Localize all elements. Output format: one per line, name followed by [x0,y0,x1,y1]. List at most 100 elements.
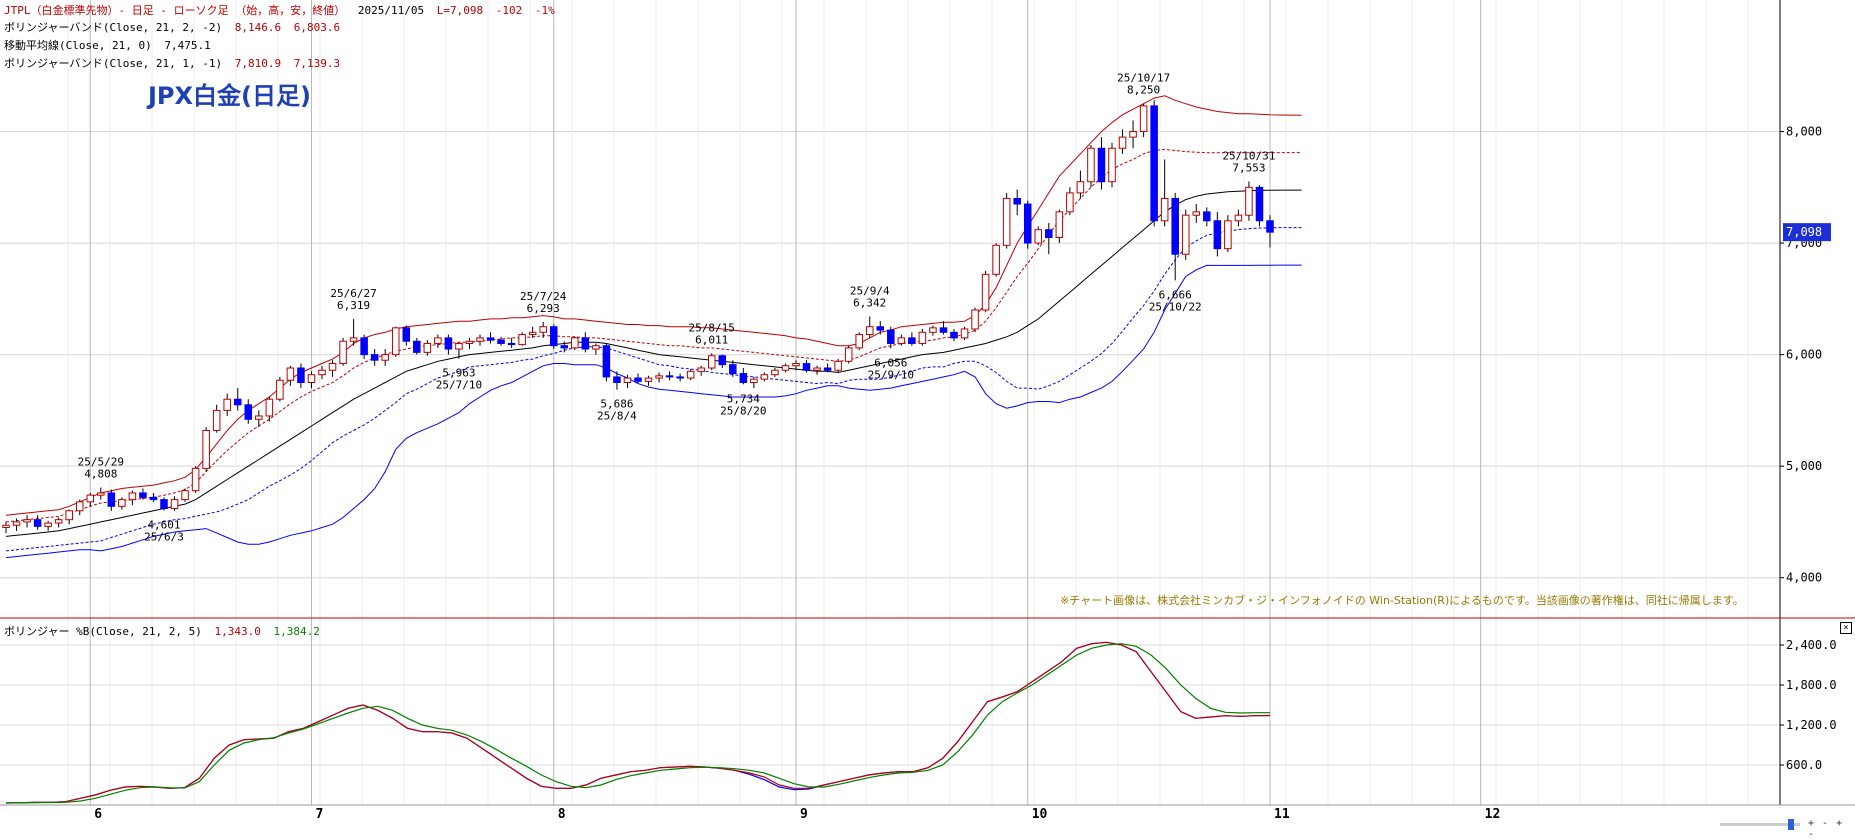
band2-upper-value: 8,146.6 [234,21,282,34]
candle-down [1213,220,1222,250]
candle-up [307,374,316,384]
candle-up [318,369,326,376]
candle-down [613,376,621,383]
annotation-value: 5,963 [442,367,475,380]
candle-up [1139,105,1148,133]
annotation-value: 4,808 [84,468,117,481]
annotation-date: 25/7/10 [436,379,482,392]
candle-down [581,337,590,350]
candle-up [1055,211,1064,239]
candle-up [528,331,537,336]
header-date: 2025/11/05 [357,4,425,17]
candle-down [908,337,916,344]
header-change: -102 [495,4,523,17]
last-price-tag [1783,223,1831,242]
candle-up [1087,147,1095,183]
candle-up [455,342,463,350]
candle-down [1045,229,1053,238]
candle-down [486,337,495,341]
candle-down [939,327,948,333]
band1-upper-line [5,148,1302,523]
candle-up [328,363,337,371]
annotation-value: 6,666 [1159,288,1192,301]
candle-down [507,342,516,346]
copyright-note: ※チャート画像は、株式会社ミンカブ・ジ・インフォノイドの Win-Station… [1060,594,1744,607]
candle-up [202,429,210,469]
band2-legend: ボリンジャーバンド(Close, 21, 2, -2) [4,21,223,34]
candle-down [887,329,895,344]
candle-up [981,273,990,311]
scrollbar[interactable]: + - + - [1720,818,1855,840]
candle-down [413,340,421,353]
candle-down [297,367,305,383]
candle-up [286,367,295,381]
candle-up [1129,131,1137,138]
candle-down [1013,197,1021,205]
indicator-tick-label: 1,200.0 [1786,718,1837,732]
candle-up [44,522,52,527]
month-label: 9 [800,807,808,822]
annotation-value: 5,686 [600,398,633,411]
candle-up [1192,211,1201,216]
candle-down [634,377,642,382]
annotation-value: 4,601 [147,519,180,532]
candle-up [1181,214,1190,255]
candle-up [423,342,432,353]
annotation-date: 25/10/22 [1149,300,1202,313]
candle-down [739,373,748,384]
annotation-value: 6,342 [853,296,886,309]
indicator-tick-label: 1,800.0 [1786,678,1837,692]
candle-down [244,404,253,420]
close-icon[interactable]: × [1840,622,1852,634]
annotation-date: 25/10/31 [1222,149,1275,162]
chart-title: JPX白金(日足) [148,82,311,110]
candle-down [160,499,168,510]
candle-down [1023,203,1032,244]
candle-up [276,379,284,400]
candle-up [75,501,84,512]
annotation-date: 25/9/10 [868,368,914,381]
scroll-thumb[interactable] [1788,819,1794,830]
candle-up [686,370,695,379]
candle-up [971,309,979,330]
candle-down [823,367,832,371]
band1-lower-value: 7,139.3 [293,57,341,70]
candle-down [1171,197,1179,255]
candle-down [149,496,158,501]
candle-down [560,345,569,349]
candle-up [655,375,663,379]
candle-up [644,377,653,382]
candle-up [434,337,442,344]
ma-value: 7,475.1 [164,39,211,52]
annotation-value: 8,250 [1127,84,1160,97]
pctb-legend: ボリンジャー %B(Close, 21, 2, 5) [4,625,202,638]
header-pct: -1% [534,4,555,17]
candle-up [781,365,790,371]
candle-down [233,398,242,406]
zoom-buttons[interactable]: + - + - [1808,818,1844,840]
month-label: 6 [94,807,102,822]
candle-up [844,347,853,362]
candle-up [707,355,716,369]
month-label: 7 [315,807,323,822]
candle-down [139,492,147,498]
candle-up [1224,220,1232,250]
annotation-value: 6,293 [527,302,560,315]
header-last: L=7,098 [436,4,484,17]
candle-down [676,376,684,379]
candle-up [865,326,874,336]
last-price-label: 7,098 [1786,225,1822,239]
candle-up [1076,181,1085,194]
indicator-tick-label: 600.0 [1786,758,1822,772]
candle-down [1255,186,1264,222]
header-line-2: ボリンジャーバンド(Close, 21, 2, -2) 8,146.6 6,80… [4,18,346,37]
scroll-track[interactable] [1720,823,1800,826]
candle-up [223,398,231,411]
candle-up [929,327,937,333]
header-line-1: JTPL（白金標準先物）- 日足 - ローソク足 （始，高，安，終値） 2025… [4,1,561,20]
candle-up [1245,186,1253,216]
price-tick-label: 6,000 [1786,348,1822,362]
annotation-value: 6,319 [337,299,370,312]
annotation-date: 25/6/27 [330,287,376,300]
